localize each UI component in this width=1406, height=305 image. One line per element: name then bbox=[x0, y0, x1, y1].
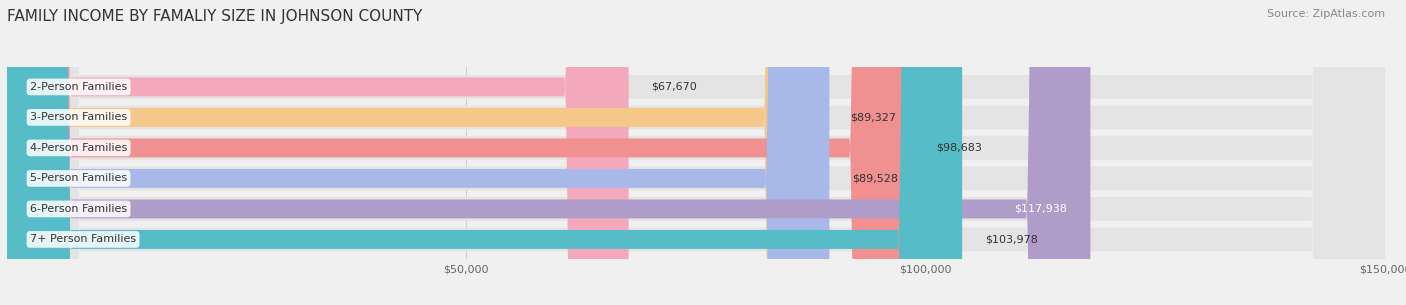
FancyBboxPatch shape bbox=[7, 0, 914, 305]
Text: $117,938: $117,938 bbox=[1015, 204, 1067, 214]
Text: $89,528: $89,528 bbox=[852, 174, 898, 183]
Text: $67,670: $67,670 bbox=[651, 82, 697, 92]
FancyBboxPatch shape bbox=[7, 0, 1385, 305]
FancyBboxPatch shape bbox=[7, 0, 830, 305]
FancyBboxPatch shape bbox=[7, 0, 1385, 305]
Text: Source: ZipAtlas.com: Source: ZipAtlas.com bbox=[1267, 9, 1385, 19]
FancyBboxPatch shape bbox=[7, 0, 962, 305]
FancyBboxPatch shape bbox=[7, 0, 1385, 305]
FancyBboxPatch shape bbox=[7, 0, 628, 305]
Text: FAMILY INCOME BY FAMALIY SIZE IN JOHNSON COUNTY: FAMILY INCOME BY FAMALIY SIZE IN JOHNSON… bbox=[7, 9, 422, 24]
Text: 3-Person Families: 3-Person Families bbox=[30, 113, 127, 122]
FancyBboxPatch shape bbox=[7, 0, 1091, 305]
Text: 4-Person Families: 4-Person Families bbox=[30, 143, 128, 153]
Text: 2-Person Families: 2-Person Families bbox=[30, 82, 128, 92]
FancyBboxPatch shape bbox=[7, 0, 828, 305]
FancyBboxPatch shape bbox=[7, 0, 1385, 305]
Text: 7+ Person Families: 7+ Person Families bbox=[30, 235, 136, 244]
Text: 6-Person Families: 6-Person Families bbox=[30, 204, 127, 214]
Text: 5-Person Families: 5-Person Families bbox=[30, 174, 127, 183]
FancyBboxPatch shape bbox=[7, 0, 1385, 305]
Text: $89,327: $89,327 bbox=[851, 113, 897, 122]
FancyBboxPatch shape bbox=[7, 0, 1385, 305]
Text: $98,683: $98,683 bbox=[936, 143, 983, 153]
Text: $103,978: $103,978 bbox=[986, 235, 1038, 244]
